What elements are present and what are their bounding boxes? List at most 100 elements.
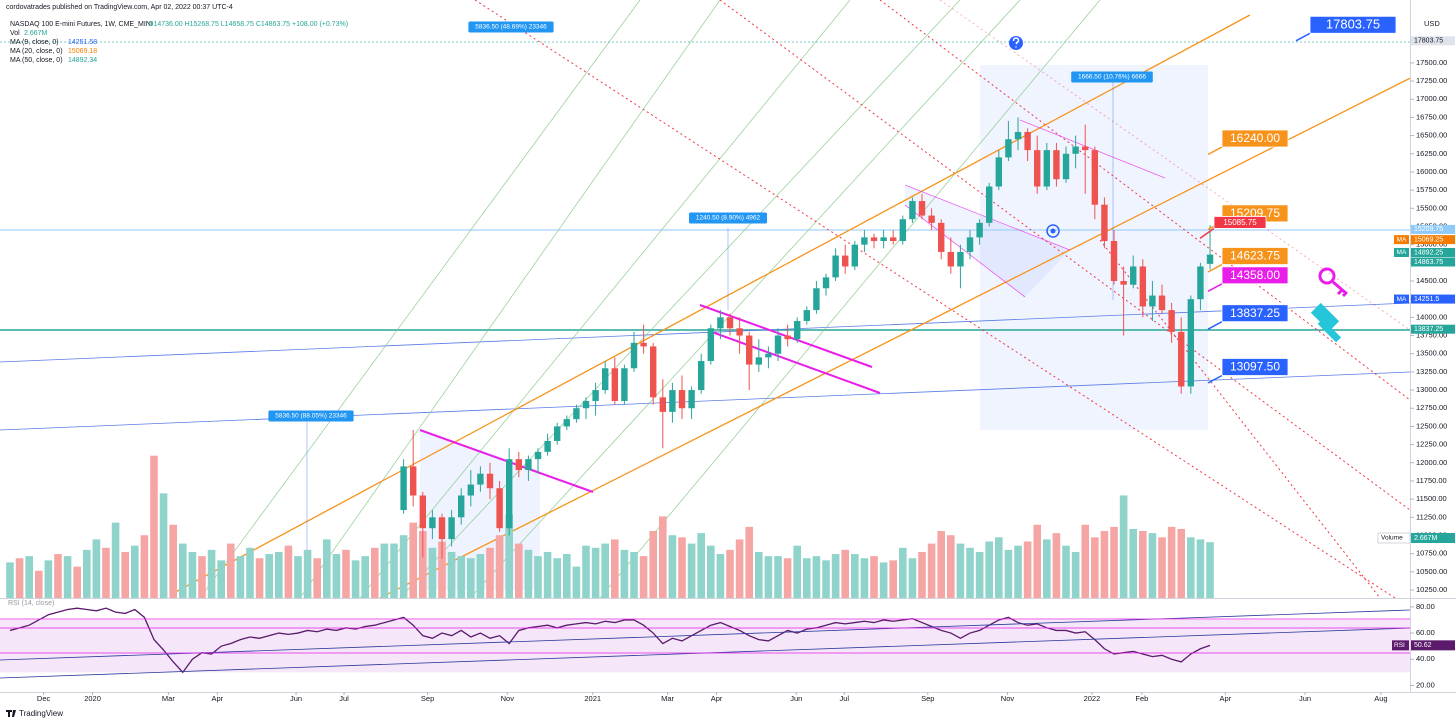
pattern-box [905, 185, 1070, 297]
y-tick-label: 13000.00 [1416, 385, 1447, 394]
ma-name: MA (9, close, 0) [10, 39, 59, 46]
candle-body [1072, 146, 1079, 154]
volume-bar [1033, 524, 1042, 598]
rsi-pane [0, 607, 1410, 674]
candle-body [1082, 146, 1089, 151]
volume-bar [601, 543, 610, 598]
annotation-pointer [1199, 227, 1215, 240]
rsi-value-badge [1411, 640, 1455, 651]
x-tick-label: Nov [501, 694, 515, 703]
candle-body [1014, 131, 1022, 140]
volume-bar [745, 526, 754, 598]
volume-bar [1119, 495, 1128, 598]
x-tick-label: Sep [921, 694, 934, 703]
volume-bar [447, 551, 456, 598]
measure-label-bg [468, 21, 554, 33]
volume-bar [15, 558, 24, 598]
candle-body [1101, 204, 1108, 242]
volume-bar [860, 558, 869, 598]
candle-body [1043, 150, 1051, 187]
volume-bar [889, 560, 898, 598]
red-channel [474, 0, 1410, 598]
annotation-pointer [1207, 263, 1223, 273]
volume-bar [1014, 545, 1022, 598]
y-tick-label: 17250.00 [1416, 76, 1447, 85]
annotation-label: 14623.75 [1230, 249, 1280, 263]
ma-tag: MA [1397, 236, 1407, 243]
candle-body [467, 484, 475, 496]
volume-bar [908, 558, 917, 598]
candle-body [1187, 299, 1195, 387]
volume-bar [1043, 539, 1051, 598]
volume-bar [649, 531, 658, 598]
measure-label: 1240.50 (8.90%) 4962 [696, 215, 761, 222]
axis-marker [1411, 235, 1455, 245]
candle-body [899, 219, 907, 242]
annotation-box [1221, 358, 1289, 376]
candle-body [861, 237, 868, 245]
drawings [0, 0, 1410, 598]
volume-bar [1091, 537, 1099, 598]
annotation-pointer [1295, 32, 1311, 42]
x-tick-label: Apr [1220, 694, 1232, 703]
y-tick-label: 14500.00 [1416, 276, 1447, 285]
volume-bar [159, 493, 168, 598]
annotation-label: 17803.75 [1326, 17, 1380, 32]
volume-bar [198, 556, 206, 598]
candle-body [1034, 150, 1041, 187]
y-tick-label: 11750.00 [1416, 476, 1447, 485]
candle-body [640, 342, 647, 347]
candle-body [966, 237, 974, 252]
candle-body [870, 237, 878, 242]
vol-name: Vol [10, 30, 20, 37]
annotation-label: 13097.50 [1230, 360, 1280, 374]
x-tick-label: Dec [37, 694, 51, 703]
candle-body [400, 466, 407, 511]
candle-body [1197, 266, 1204, 300]
volume-value-badge [1411, 533, 1455, 543]
x-tick-label: Aug [1374, 694, 1387, 703]
volume-bar [438, 541, 446, 598]
candle-body [688, 390, 695, 409]
volume-bar [851, 554, 859, 598]
candle-body [995, 157, 1003, 187]
axis-marker [1411, 224, 1455, 234]
volume-bar [995, 537, 1003, 598]
volume-bar [467, 558, 475, 598]
y-tick-label: 17000.00 [1416, 94, 1447, 103]
axis-marker [1411, 247, 1455, 257]
volume-bar [1004, 549, 1013, 598]
candle-body [592, 390, 599, 401]
volume-bar [822, 560, 830, 598]
volume-bar [563, 554, 571, 598]
volume-bar [274, 551, 283, 598]
annotation-box [1309, 15, 1397, 34]
publisher: cordovatrades published on TradingView.c… [6, 4, 233, 11]
candle-body [765, 353, 772, 358]
candle-body [563, 419, 571, 427]
candle-body [784, 335, 791, 340]
candle-body [630, 342, 638, 369]
candle-body [851, 244, 859, 267]
measure-label-bg [268, 410, 354, 422]
volume-bar [505, 514, 514, 598]
key-icon [1318, 267, 1348, 298]
ma-tag-bg [1394, 247, 1409, 257]
volume-bar [217, 560, 225, 598]
candle-body [506, 459, 513, 529]
volume-bar [755, 551, 763, 598]
candle-body [832, 255, 839, 278]
annotation-box [1221, 304, 1289, 323]
currency: USD [1424, 19, 1440, 28]
volume-bar [524, 549, 533, 598]
target-icon [1050, 228, 1056, 234]
axis-marker [1411, 324, 1455, 334]
candle-body [496, 488, 503, 529]
volume-bar [303, 549, 312, 598]
axis-marker-label: 14251.5 [1414, 296, 1439, 303]
rsi-tick-label: 20.00 [1416, 680, 1435, 689]
volume-bar [1081, 524, 1090, 598]
volume-bar [975, 551, 984, 598]
annotation-box [1213, 216, 1267, 229]
volume-bar [1062, 545, 1070, 598]
